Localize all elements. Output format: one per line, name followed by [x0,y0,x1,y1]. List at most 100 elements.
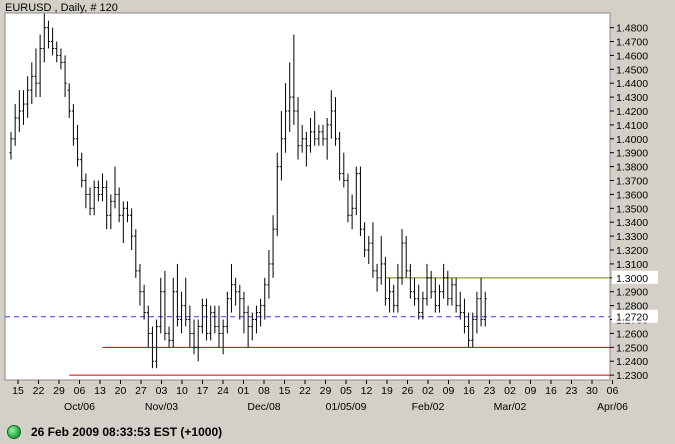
ohlc-bar [55,41,59,63]
x-tick-label: 26 [402,385,414,397]
y-tick-label: 1.4400 [616,78,648,90]
price-label: 1.2720 [616,312,648,324]
ohlc-bar [400,229,404,285]
ohlc-bar [146,305,150,348]
ohlc-bar [80,152,84,188]
x-month-label: Nov/03 [145,401,178,413]
ohlc-bar [404,236,408,278]
ohlc-bar [209,305,213,341]
ohlc-bar [200,298,204,334]
ohlc-bar [387,277,392,313]
ohlc-bar [134,229,138,278]
ohlc-bar [479,277,483,327]
y-tick-label: 1.4100 [616,120,648,132]
ohlc-bar [21,90,26,125]
status-bar: 26 Feb 2009 08:33:53 EST (+1000) [0,420,675,444]
ohlc-bar [71,104,75,146]
y-tick-label: 1.4700 [616,36,648,48]
ohlc-bar [421,291,425,320]
ohlc-bar [412,277,417,306]
ohlc-bar [375,263,379,292]
ohlc-bar [204,298,209,341]
x-month-label: Mar/02 [494,401,527,413]
ohlc-bar [150,326,155,369]
x-tick-label: 22 [33,385,45,397]
ohlc-bar [96,180,100,202]
y-tick-label: 1.3800 [616,162,648,174]
x-tick-label: 29 [320,385,332,397]
ohlc-bar [242,291,246,334]
ohlc-bar [17,90,21,132]
y-tick-label: 1.2300 [616,370,648,382]
ohlc-bar [396,263,400,313]
ohlc-bar [84,173,88,209]
y-tick-label: 1.3600 [616,189,648,201]
x-tick-label: 30 [586,385,598,397]
x-tick-label: 27 [135,385,147,397]
x-tick-label: 06 [74,385,86,397]
price-label-background [612,270,658,284]
ohlc-bar [300,124,304,153]
ohlc-bar [121,201,125,244]
annotation-layer [5,277,610,376]
ohlc-bar [304,131,308,167]
ohlc-bar [333,97,338,146]
x-tick-label: 20 [115,385,127,397]
x-tick-label: 24 [217,385,229,397]
ohlc-bar [246,305,250,348]
x-tick-label: 16 [545,385,557,397]
x-axis: 15 22 29 06 13 20 27 03 10 17 24 01 08 15 22 29 05 12 19 26… [12,380,628,413]
ohlc-bar [34,48,38,98]
ohlc-bar [259,298,263,327]
ohlc-bar [367,236,371,264]
ohlc-bar [225,291,229,334]
y-tick-label: 1.3100 [616,259,648,271]
y-tick-label: 1.4000 [616,134,648,146]
ohlc-bar [184,277,188,327]
x-tick-label: 02 [504,385,516,397]
ohlc-bar [155,319,159,369]
ohlc-bar [417,284,421,320]
ohlc-bar [392,284,396,313]
price-label: 1.3000 [616,273,648,285]
ohlc-bar [250,312,254,341]
ohlc-bar [26,76,30,118]
ohlc-bar [321,124,325,146]
x-tick-label: 10 [176,385,188,397]
x-tick-label: 19 [381,385,393,397]
x-tick-label: 09 [443,385,455,397]
x-tick-label: 02 [422,385,434,397]
ohlc-bar [196,319,200,362]
y-tick-label: 1.3400 [616,217,648,229]
ohlc-bar [350,194,354,230]
ohlc-bar [254,305,259,334]
x-month-label: Apr/06 [597,401,628,413]
x-tick-label: 01 [238,385,250,397]
ohlc-bar [288,62,292,132]
ohlc-bar [92,180,96,216]
x-tick-label: 15 [279,385,291,397]
ohlc-bar [454,277,458,313]
ohlc-bar [159,277,163,334]
ohlc-bar [125,201,130,223]
x-tick-label: 16 [463,385,475,397]
ohlc-bar [442,263,446,299]
ohlc-bar [229,263,234,313]
status-timestamp: 26 Feb 2009 08:33:53 EST (+1000) [31,425,223,439]
chart: EURUSD , Daily, # 120 1.2300 1.2400 1.2500… [4,2,658,413]
ohlc-bar [192,319,196,355]
y-axis: 1.23001.24001.25001.26001.27001.28001.29… [610,23,658,382]
ohlc-bar [113,166,117,209]
x-month-label: Feb/02 [412,401,445,413]
y-tick-label: 1.4800 [616,23,648,35]
ohlc-bar [275,152,279,237]
ohlc-bar [63,55,67,98]
price-bars [9,13,487,369]
ohlc-bar [42,13,46,63]
x-tick-label: 08 [258,385,270,397]
y-tick-label: 1.2600 [616,328,648,340]
ohlc-bar [354,166,358,216]
x-tick-label: 12 [361,385,373,397]
ohlc-bar [59,48,63,70]
ohlc-bar [38,34,42,98]
